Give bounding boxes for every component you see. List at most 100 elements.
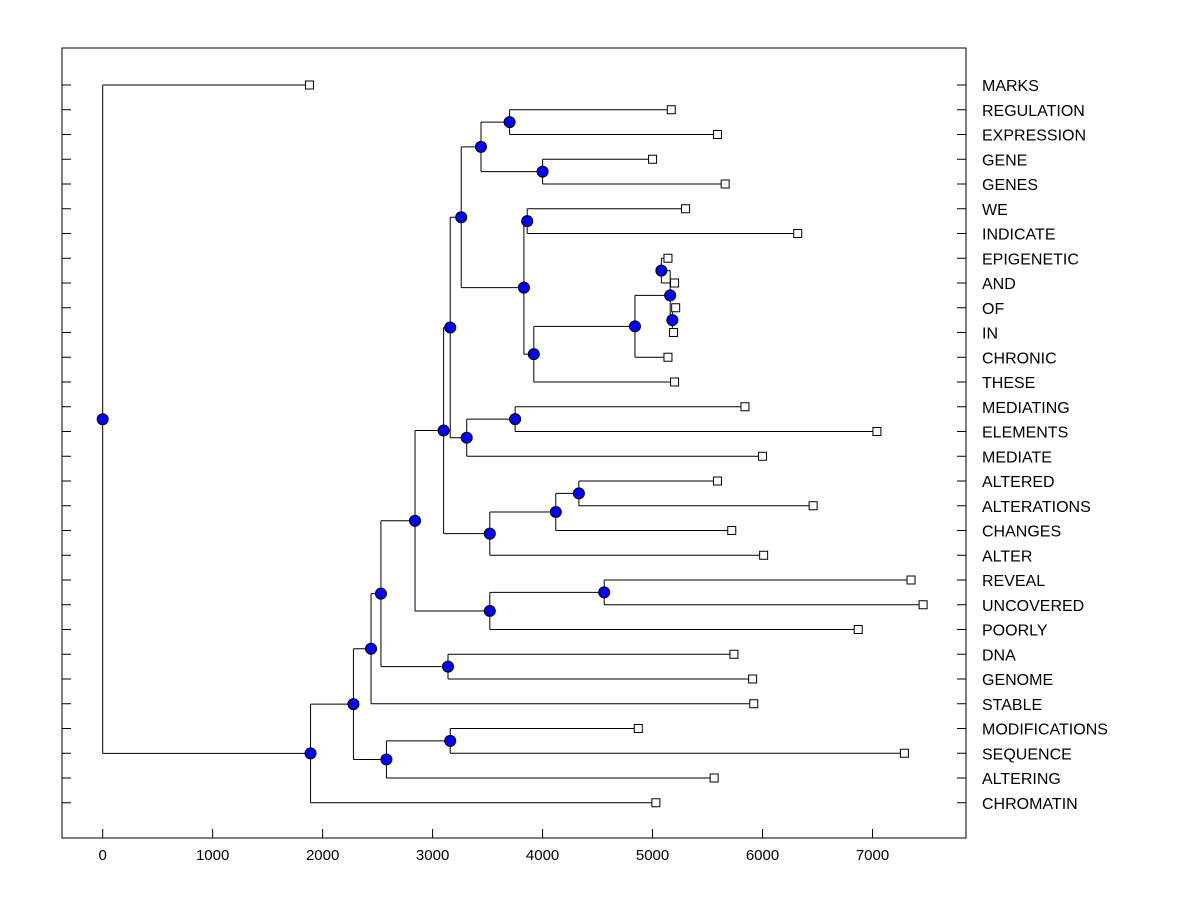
merge-node (365, 642, 378, 655)
leaf-label: GENES (982, 177, 1038, 194)
leaf-label: ALTER (982, 548, 1032, 565)
leaf-marker (906, 575, 916, 585)
leaf-label: EPIGENETIC (982, 251, 1079, 268)
leaf-label: MEDIATE (982, 449, 1052, 466)
leaf-label: MEDIATING (982, 400, 1070, 417)
leaf-label: REVEAL (982, 573, 1045, 590)
leaf-marker (918, 600, 928, 610)
merge-node (655, 264, 668, 277)
leaf-label: ALTERATIONS (982, 499, 1091, 516)
leaf-label: CHANGES (982, 524, 1061, 541)
merge-node (460, 431, 473, 444)
leaf-marker (670, 278, 680, 288)
x-tick-label: 1000 (196, 847, 229, 864)
leaf-marker (633, 724, 643, 733)
branches-group (102, 84, 924, 804)
merge-node (509, 413, 522, 426)
leaf-label: AND (982, 276, 1016, 293)
merge-node (572, 487, 585, 500)
merge-node (549, 505, 562, 518)
leaf-label: EXPRESSION (982, 128, 1086, 145)
leaf-marker (872, 427, 882, 436)
x-tick-label: 3000 (416, 847, 449, 864)
leaf-marker (663, 253, 673, 263)
merge-node (483, 527, 496, 540)
leaf-markers-group (304, 80, 928, 808)
leaf-marker (729, 649, 739, 659)
leaf-marker (648, 154, 658, 164)
x-axis-group: 0 1000 2000 3000 4000 5000 6000 7000 (99, 829, 889, 864)
leaf-marker (899, 748, 909, 758)
leaf-marker (853, 625, 863, 634)
merge-node (483, 604, 496, 617)
leaf-label: STABLE (982, 697, 1042, 714)
leaf-marker (304, 80, 314, 90)
x-tick-label: 6000 (746, 847, 779, 864)
merge-node (444, 321, 457, 334)
merge-node (475, 140, 488, 153)
leaf-label: IN (982, 326, 998, 343)
leaf-label: GENOME (982, 672, 1053, 689)
leaf-marker (758, 451, 768, 461)
merge-node (374, 587, 387, 600)
x-tick-label: 0 (99, 847, 107, 864)
merge-node (598, 586, 611, 599)
leaf-marker (712, 476, 722, 486)
leaf-marker (720, 179, 730, 189)
leaf-marker (651, 798, 661, 808)
leaf-marker (727, 526, 737, 535)
leaf-marker (740, 402, 750, 412)
plot-frame (61, 47, 967, 839)
leaf-label: THESE (982, 375, 1035, 392)
leaf-label: POORLY (982, 623, 1048, 640)
leaf-label: ALTERED (982, 474, 1055, 491)
merge-node (442, 660, 455, 673)
leaf-label: INDICATE (982, 227, 1055, 244)
leaf-marker (793, 229, 803, 238)
merge-node (304, 747, 317, 760)
merge-node (380, 753, 393, 766)
merge-node (666, 314, 679, 327)
plot-frame-group (61, 47, 967, 839)
leaf-label: WE (982, 202, 1008, 219)
merge-node (664, 289, 677, 302)
merge-node (437, 424, 450, 437)
leaf-label: MODIFICATIONS (982, 722, 1108, 739)
merge-node (503, 116, 516, 129)
leaf-label: CHRONIC (982, 350, 1057, 367)
leaf-marker (712, 130, 722, 139)
merge-nodes-group (96, 116, 679, 766)
leaf-label: CHROMATIN (982, 796, 1078, 813)
x-tick-label: 7000 (856, 847, 889, 864)
merge-node (536, 165, 549, 178)
merge-node (628, 320, 641, 333)
leaf-marker (663, 352, 673, 362)
leaf-label: SEQUENCE (982, 746, 1072, 763)
merge-node (527, 348, 540, 361)
leaf-label: UNCOVERED (982, 598, 1084, 615)
leaf-label: ALTERING (982, 771, 1061, 788)
x-tick-label: 4000 (526, 847, 559, 864)
merge-node (96, 413, 109, 426)
leaf-marker (749, 699, 759, 709)
y-ticks-group (62, 84, 966, 804)
leaf-marker (681, 204, 691, 214)
leaf-label: MARKS (982, 78, 1039, 95)
leaf-labels-group: MARKS REGULATION EXPRESSION GENE GENES WE INDI… (982, 78, 1108, 813)
leaf-label: REGULATION (982, 103, 1085, 120)
x-tick-label: 2000 (306, 847, 339, 864)
leaf-label: GENE (982, 152, 1027, 169)
leaf-label: DNA (982, 647, 1016, 664)
leaf-marker (759, 550, 769, 560)
leaf-marker (670, 377, 680, 387)
merge-node (444, 734, 457, 747)
leaf-marker (668, 328, 678, 337)
merge-node (347, 698, 360, 711)
leaf-marker (748, 674, 758, 684)
merge-node (521, 215, 534, 228)
merge-node (517, 281, 530, 294)
leaf-label: ELEMENTS (982, 425, 1068, 442)
leaf-label: OF (982, 301, 1004, 318)
